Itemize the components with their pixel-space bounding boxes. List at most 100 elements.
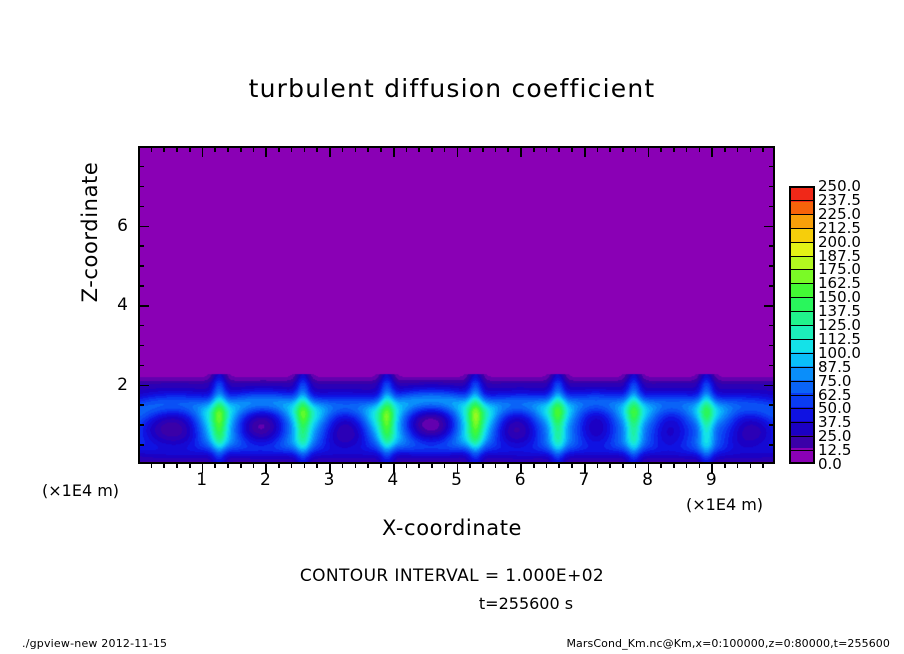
- x-minor-tick: [252, 462, 255, 468]
- colorbar-band: [791, 283, 813, 298]
- z-minor-tick: [138, 364, 144, 367]
- x-major-tick-top: [647, 146, 650, 157]
- x-minor-tick: [724, 462, 726, 468]
- x-minor-tick-top: [239, 146, 242, 152]
- x-minor-tick: [507, 462, 510, 468]
- x-minor-tick: [367, 462, 369, 468]
- x-minor-tick: [278, 462, 280, 468]
- page-title: turbulent diffusion coefficient: [248, 74, 656, 103]
- x-unit-label-right: (×1E4 m): [686, 495, 764, 514]
- z-minor-tick: [138, 285, 144, 287]
- x-major-tick: [583, 462, 586, 473]
- x-major-tick: [456, 462, 459, 473]
- x-minor-tick: [214, 462, 217, 468]
- contour-field-canvas: [140, 148, 773, 462]
- colorbar-tick-label: 112.5: [818, 329, 861, 348]
- colorbar-tick-label: 187.5: [818, 246, 861, 265]
- z-minor-tick: [138, 444, 144, 446]
- colorbar-tick-label: 175.0: [818, 260, 861, 279]
- colorbar-separator: [789, 213, 815, 215]
- z-major-tick: [138, 225, 149, 228]
- x-minor-tick-top: [622, 146, 624, 152]
- colorbar-separator: [789, 380, 815, 382]
- colorbar-band: [791, 420, 813, 435]
- colorbar-band: [791, 338, 813, 353]
- x-minor-tick-top: [507, 146, 510, 152]
- x-minor-tick: [227, 462, 229, 468]
- x-minor-tick-top: [596, 146, 599, 152]
- x-minor-tick-top: [188, 146, 191, 152]
- x-major-tick-top: [520, 146, 522, 157]
- z-minor-tick-right: [769, 424, 775, 426]
- x-minor-tick: [405, 462, 408, 468]
- z-major-tick-right: [764, 384, 775, 387]
- colorbar-gradient: [789, 186, 815, 464]
- colorbar-band: [791, 215, 813, 230]
- x-major-tick-top: [583, 146, 586, 157]
- z-minor-tick: [138, 344, 144, 347]
- colorbar-band: [791, 352, 813, 367]
- colorbar-separator: [789, 311, 815, 313]
- x-minor-tick: [736, 462, 739, 468]
- x-tick-label: 3: [323, 470, 335, 490]
- x-minor-tick: [380, 462, 382, 468]
- x-minor-tick-top: [660, 146, 662, 152]
- colorbar-tick-label: 0.0: [818, 455, 842, 473]
- x-minor-tick-top: [532, 146, 535, 152]
- x-major-tick: [647, 462, 650, 473]
- z-minor-tick-right: [769, 285, 775, 287]
- z-minor-tick: [138, 324, 144, 327]
- x-major-tick: [329, 462, 331, 473]
- colorbar-tick-label: 237.5: [818, 190, 861, 209]
- colorbar-tick-label: 50.0: [818, 399, 852, 418]
- x-minor-tick: [634, 462, 637, 468]
- x-minor-tick-top: [469, 146, 471, 152]
- colorbar-band: [791, 407, 813, 421]
- colorbar-separator: [789, 352, 815, 354]
- colorbar-separator: [789, 394, 815, 396]
- colorbar-tick-label: 200.0: [818, 232, 861, 251]
- x-minor-tick: [673, 462, 675, 468]
- x-minor-tick-top: [290, 146, 293, 152]
- x-major-tick-top: [265, 146, 268, 157]
- z-minor-tick: [138, 165, 144, 168]
- x-major-tick: [265, 462, 268, 473]
- colorbar-band: [791, 201, 813, 216]
- colorbar-separator: [789, 241, 815, 243]
- colorbar-band: [791, 297, 813, 312]
- z-tick-label: 6: [117, 215, 128, 236]
- x-minor-tick: [749, 462, 752, 468]
- z-minor-tick: [138, 245, 144, 247]
- colorbar-separator: [789, 325, 815, 326]
- x-minor-tick-top: [545, 146, 548, 152]
- x-minor-tick-top: [571, 146, 573, 152]
- x-tick-label: 1: [196, 470, 208, 490]
- x-major-tick: [711, 462, 714, 473]
- z-major-tick-right: [764, 225, 775, 228]
- x-major-tick-top: [201, 146, 204, 157]
- time-stamp-note: t=255600 s: [478, 594, 574, 613]
- x-tick-label: 2: [259, 470, 271, 490]
- x-minor-tick-top: [150, 146, 153, 152]
- z-minor-tick-right: [769, 344, 775, 347]
- colorbar-band: [791, 393, 813, 408]
- z-tick-label: 4: [117, 295, 128, 315]
- colorbar-band: [791, 270, 813, 284]
- colorbar-tick-label: 75.0: [818, 371, 852, 390]
- x-minor-tick: [685, 462, 688, 468]
- contour-interval-note: CONTOUR INTERVAL = 1.000E+02: [299, 566, 605, 586]
- x-minor-tick: [431, 462, 433, 468]
- x-minor-tick-top: [278, 146, 280, 152]
- colorbar-band: [791, 448, 813, 462]
- x-minor-tick: [443, 462, 446, 468]
- x-minor-tick-top: [380, 146, 382, 152]
- z-minor-tick: [138, 265, 144, 267]
- colorbar-separator: [789, 338, 815, 340]
- colorbar-tick-label: 87.5: [818, 357, 852, 376]
- colorbar: [789, 186, 815, 464]
- x-minor-tick: [290, 462, 293, 468]
- x-minor-tick: [698, 462, 701, 468]
- x-minor-tick: [303, 462, 306, 468]
- x-axis-title: X-coordinate: [381, 516, 523, 540]
- x-minor-tick: [532, 462, 535, 468]
